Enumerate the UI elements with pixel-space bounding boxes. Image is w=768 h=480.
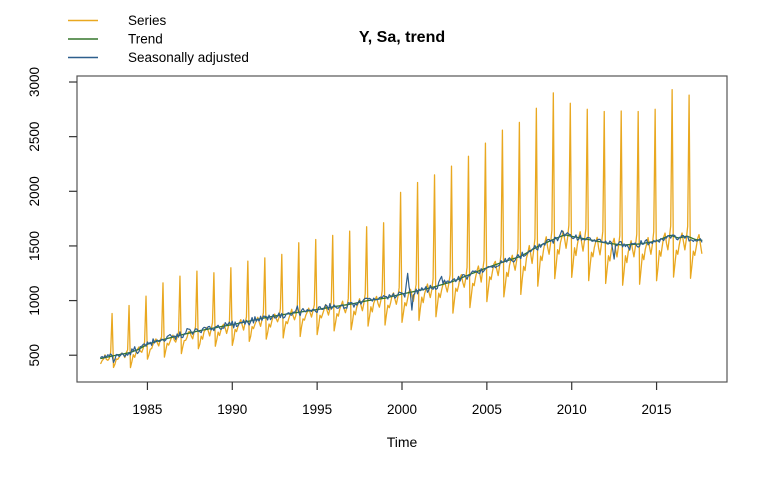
chart-title: Y, Sa, trend xyxy=(359,29,445,46)
x-tick-label: 2015 xyxy=(642,402,672,417)
y-tick-label: 500 xyxy=(27,344,42,367)
x-tick-label: 2005 xyxy=(472,402,502,417)
y-tick-label: 3000 xyxy=(27,67,42,97)
y-tick-label: 2500 xyxy=(27,122,42,152)
y-tick-label: 2000 xyxy=(27,176,42,206)
x-axis-title: Time xyxy=(387,434,418,450)
line-series xyxy=(100,89,703,369)
chart-legend: Series Trend Seasonally adjusted xyxy=(68,13,249,65)
legend-label-trend: Trend xyxy=(128,32,163,47)
legend-label-series: Series xyxy=(128,13,167,28)
legend-label-seasonally-adjusted: Seasonally adjusted xyxy=(128,50,249,65)
x-tick-label: 1990 xyxy=(217,402,247,417)
x-tick-label: 1985 xyxy=(132,402,162,417)
axis-ticks-layer: 1985 1990 1995 2000 2005 2010 2015 500 1000 1500 2… xyxy=(27,67,672,417)
data-lines-layer xyxy=(100,89,703,369)
line-seasonally-adjusted xyxy=(100,229,703,363)
x-tick-label: 2000 xyxy=(387,402,417,417)
x-tick-label: 2010 xyxy=(557,402,587,417)
x-tick-label: 1995 xyxy=(302,402,332,417)
y-tick-label: 1000 xyxy=(27,286,42,316)
y-tick-label: 1500 xyxy=(27,231,42,261)
